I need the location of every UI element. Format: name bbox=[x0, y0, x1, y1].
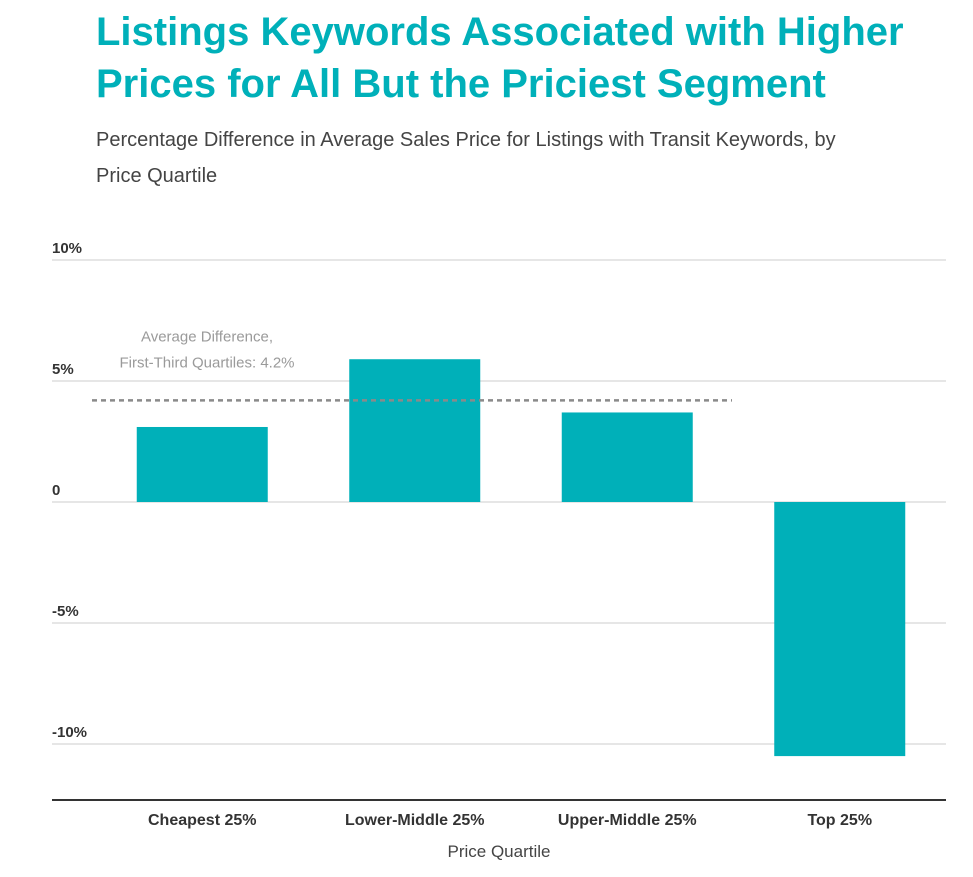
y-tick-label: 5% bbox=[52, 361, 74, 378]
bar bbox=[774, 502, 906, 757]
x-tick-label: Cheapest 25% bbox=[148, 812, 257, 829]
x-tick-label: Top 25% bbox=[807, 812, 872, 829]
gridlines: 10% 5% 0 -5% -10% bbox=[52, 240, 946, 745]
y-tick-label: 10% bbox=[52, 240, 82, 257]
bars bbox=[136, 359, 906, 757]
axis-group: Cheapest 25% Lower-Middle 25% Upper-Middle… bbox=[52, 799, 946, 861]
x-tick-label: Upper-Middle 25% bbox=[558, 812, 697, 829]
chart-title: Listings Keywords Associated with Higher… bbox=[96, 10, 904, 106]
y-tick-label: 0 bbox=[52, 482, 60, 499]
bar bbox=[136, 426, 268, 502]
x-axis-title: Price Quartile bbox=[448, 842, 551, 861]
bar bbox=[349, 359, 481, 502]
x-tick-label: Lower-Middle 25% bbox=[345, 812, 485, 829]
y-tick-label: -10% bbox=[52, 724, 87, 741]
chart-subtitle: Percentage Difference in Average Sales P… bbox=[96, 129, 836, 187]
bar bbox=[561, 412, 693, 502]
y-tick-label: -5% bbox=[52, 603, 79, 620]
reference-annotation-line1: Average Difference, bbox=[141, 328, 273, 345]
reference-line-group: Average Difference, First-Third Quartiles… bbox=[92, 328, 732, 402]
reference-annotation-line2: First-Third Quartiles: 4.2% bbox=[119, 354, 294, 371]
